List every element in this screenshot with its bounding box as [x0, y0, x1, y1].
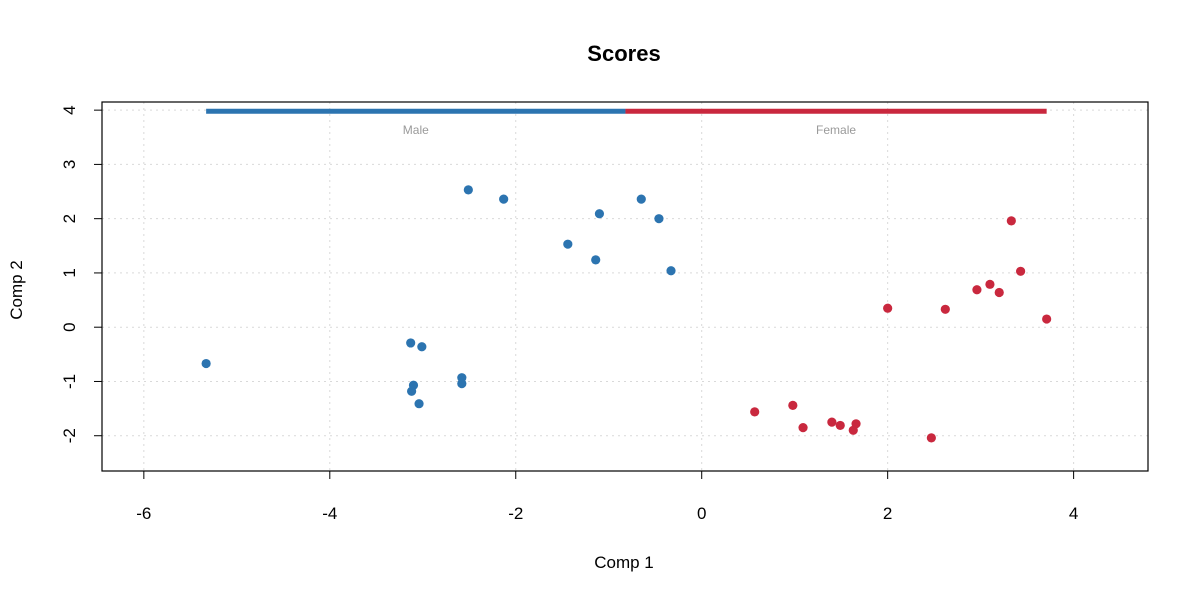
x-tick-label: 4: [1069, 504, 1078, 523]
data-point: [406, 338, 416, 348]
data-point: [563, 239, 573, 249]
data-point: [594, 209, 605, 219]
data-point: [636, 194, 646, 204]
data-point: [788, 400, 798, 410]
x-axis: -6 -4 -2 0 2 4: [136, 471, 1078, 523]
legend-label: Male: [403, 123, 429, 137]
data-point: [457, 379, 467, 389]
data-point: [1016, 266, 1026, 276]
data-point: [940, 304, 950, 314]
data-point: [1006, 216, 1016, 226]
legend: Male Female: [206, 108, 1047, 137]
data-point: [883, 303, 893, 313]
data-point: [201, 358, 211, 369]
y-axis-label: Comp 2: [7, 260, 26, 320]
data-point: [835, 420, 845, 431]
data-point: [1042, 314, 1052, 324]
x-tick-label: -2: [508, 504, 523, 523]
data-point: [750, 407, 760, 417]
y-tick-label: 2: [60, 214, 79, 223]
plot-frame: [101, 101, 1149, 472]
legend-label: Female: [816, 123, 856, 137]
data-point: [851, 419, 861, 429]
data-point: [591, 255, 601, 265]
y-tick-label: 0: [60, 322, 79, 331]
data-point: [654, 214, 664, 224]
x-tick-label: 2: [883, 504, 892, 523]
chart-title: Scores: [587, 41, 660, 66]
y-axis: -2 -1 0 1 2 3 4: [60, 105, 102, 443]
y-tick-label: -2: [60, 428, 79, 443]
y-tick-label: 1: [60, 268, 79, 277]
x-tick-label: -6: [136, 504, 151, 523]
data-point: [417, 342, 427, 352]
x-tick-label: -4: [322, 504, 337, 523]
data-point: [926, 433, 936, 443]
data-point: [666, 266, 676, 276]
data-point: [994, 287, 1004, 298]
data-point: [499, 194, 509, 204]
y-tick-label: 4: [60, 105, 79, 114]
data-point: [798, 422, 808, 433]
x-tick-label: 0: [697, 504, 706, 523]
data-point: [972, 285, 982, 295]
y-tick-label: -1: [60, 374, 79, 389]
data-point: [463, 185, 473, 195]
y-tick-label: 3: [60, 160, 79, 169]
data-point: [827, 417, 837, 427]
data-point: [985, 279, 995, 289]
data-point: [414, 399, 424, 409]
data-point: [407, 386, 417, 396]
data-points: [201, 185, 1052, 443]
x-axis-label: Comp 1: [594, 553, 654, 572]
